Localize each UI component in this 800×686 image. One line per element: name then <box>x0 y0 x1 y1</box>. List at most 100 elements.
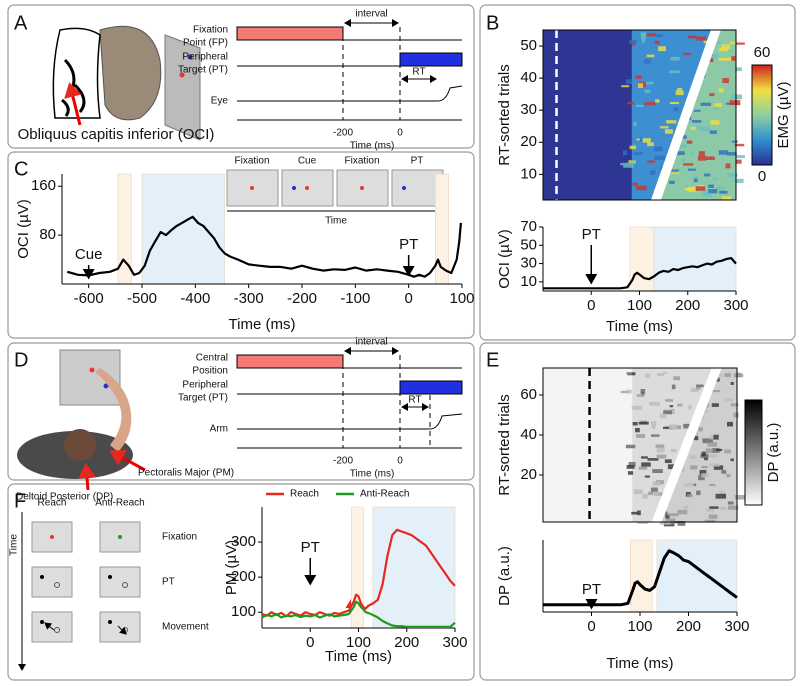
frame-label: Fixation <box>234 156 269 167</box>
raster-speckle <box>727 173 738 177</box>
raster-speckle <box>708 514 718 519</box>
muscle-label: Obliquus capitis inferior (OCI) <box>18 126 215 143</box>
raster-speckle <box>728 505 739 510</box>
raster-speckle <box>725 57 734 61</box>
arm <box>95 368 132 452</box>
x-tick-label: 300 <box>442 634 467 651</box>
raster-speckle <box>641 456 648 459</box>
move-arrow <box>44 622 55 631</box>
dot <box>118 535 122 539</box>
response-line <box>237 85 463 102</box>
raster-speckle <box>709 93 715 97</box>
raster-speckle <box>713 465 724 470</box>
raster-speckle <box>632 182 638 186</box>
x-tick-label: 300 <box>724 618 749 635</box>
raster-speckle <box>623 150 628 156</box>
raster-speckle <box>705 156 715 160</box>
raster-speckle <box>631 41 636 46</box>
colorbar-label: DP (a.u.) <box>765 423 782 483</box>
x-axis-label: Time (ms) <box>606 318 673 335</box>
raster-speckle <box>695 186 706 191</box>
raster-speckle <box>684 482 695 487</box>
x-tick-label: 0 <box>404 290 412 307</box>
panel-frame <box>7 151 475 339</box>
frame <box>31 611 73 643</box>
column-label: Anti-Reach <box>95 498 144 509</box>
raster-speckle <box>688 405 692 410</box>
raster-speckle <box>709 506 719 509</box>
dot <box>40 620 44 624</box>
y-axis-label: OCI (µV) <box>15 199 32 258</box>
raster-speckle <box>674 151 685 156</box>
raster-speckle <box>641 39 646 43</box>
raster-speckle <box>633 121 637 126</box>
y-tick-label: 10 <box>520 273 537 290</box>
response-line <box>237 413 463 430</box>
raster-speckle <box>724 373 731 378</box>
raster-speckle <box>675 425 682 430</box>
dot <box>292 186 296 190</box>
raster-speckle <box>735 372 742 378</box>
x-tick-label: 100 <box>449 290 474 307</box>
raster-speckle <box>646 54 655 58</box>
screen <box>164 34 201 141</box>
head <box>64 429 96 461</box>
muscle-label: Pectoralis Major (PM) <box>138 468 234 479</box>
raster-speckle <box>687 168 696 171</box>
raster-early <box>632 368 714 522</box>
raster-speckle <box>721 470 727 474</box>
data-line <box>67 215 462 278</box>
human-illustration <box>17 349 146 491</box>
panel-label: B <box>486 12 499 34</box>
x-tick-label: 0 <box>306 634 314 651</box>
raster-speckle <box>683 52 692 56</box>
raster-speckle <box>734 495 746 500</box>
raster-speckle <box>666 120 677 124</box>
raster-speckle <box>719 506 727 510</box>
colorbar <box>751 64 773 166</box>
raster-speckle <box>636 185 647 191</box>
muscle-arrow <box>78 463 96 491</box>
dot <box>50 535 54 539</box>
y-tick-label: 100 <box>231 603 256 620</box>
raster-speckle <box>665 518 676 522</box>
panel-frame <box>7 483 475 681</box>
colorbar-label: EMG (µV) <box>775 82 792 149</box>
raster-speckle <box>635 75 642 79</box>
raster-speckle <box>631 405 642 410</box>
row-label: Point (FP) <box>183 38 228 49</box>
raster-speckle <box>729 41 736 45</box>
x-axis-label: Time (ms) <box>325 648 392 665</box>
raster-speckle <box>656 33 663 38</box>
x-tick-label: -400 <box>180 290 210 307</box>
raster-speckle <box>698 427 703 432</box>
raster-speckle <box>644 102 656 106</box>
raster-speckle <box>724 449 731 454</box>
raster-speckle <box>683 163 694 166</box>
time-label: Time <box>9 534 20 556</box>
raster-speckle <box>627 101 634 105</box>
x-tick-label: 200 <box>676 618 701 635</box>
raster-speckle <box>695 386 701 390</box>
raster-speckle <box>642 493 649 499</box>
row-label: Position <box>192 366 228 377</box>
target-dot <box>89 367 95 373</box>
raster-speckle <box>641 34 647 40</box>
raster-speckle <box>708 454 718 458</box>
raster-speckle <box>670 448 677 453</box>
raster-speckle <box>711 403 719 407</box>
fixation-period <box>236 354 344 369</box>
x-tick-label: -200 <box>287 290 317 307</box>
raster-speckle <box>719 190 728 194</box>
raster-speckle <box>696 36 707 41</box>
raster-speckle <box>648 491 653 496</box>
raster-speckle <box>647 458 659 461</box>
raster-speckle <box>641 462 651 467</box>
raster-speckle <box>623 162 634 168</box>
raster-speckle <box>670 171 680 175</box>
raster-speckle <box>733 412 739 418</box>
raster-speckle <box>655 444 665 448</box>
x-tick-label: -200 <box>333 128 353 139</box>
x-tick-label: -300 <box>234 290 264 307</box>
raster-speckle <box>659 520 671 525</box>
